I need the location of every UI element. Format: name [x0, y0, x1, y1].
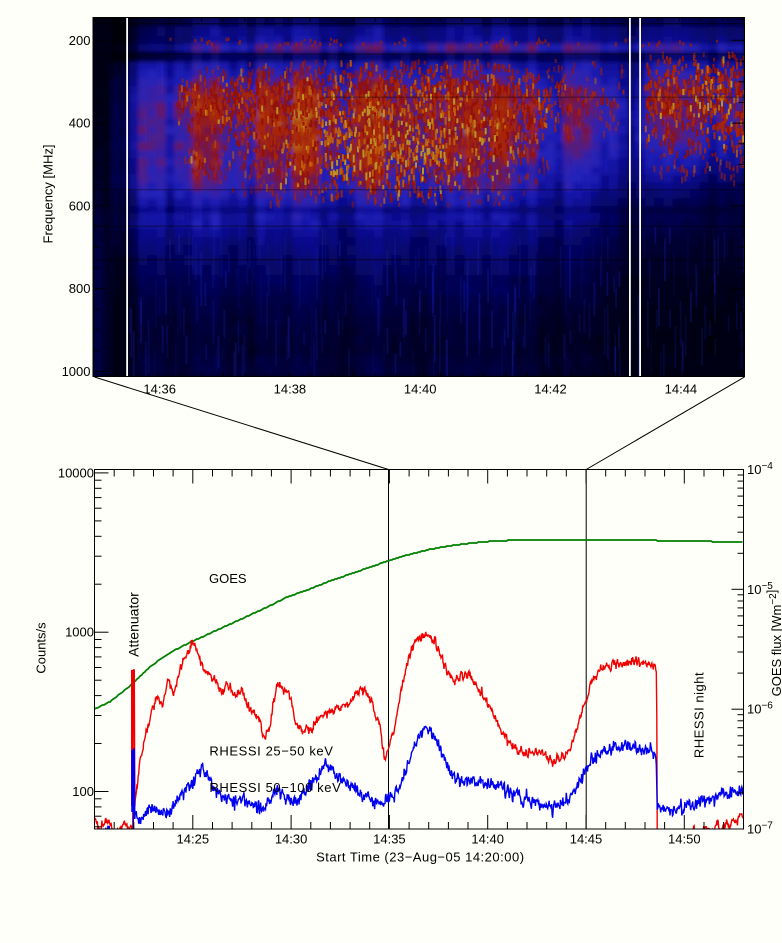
svg-text:14:36: 14:36 — [143, 382, 176, 397]
svg-text:Attenuator: Attenuator — [125, 592, 141, 657]
svg-text:RHESSI night: RHESSI night — [692, 672, 707, 758]
svg-text:100: 100 — [72, 784, 94, 799]
svg-text:600: 600 — [69, 198, 91, 213]
svg-text:14:25: 14:25 — [177, 832, 210, 847]
svg-text:14:40: 14:40 — [404, 382, 437, 397]
svg-text:14:30: 14:30 — [275, 832, 308, 847]
svg-text:10000: 10000 — [58, 465, 94, 480]
svg-text:RHESSI 50−100 keV: RHESSI 50−100 keV — [209, 780, 341, 795]
svg-text:14:35: 14:35 — [373, 832, 406, 847]
svg-text:200: 200 — [69, 33, 91, 48]
svg-text:400: 400 — [69, 116, 91, 131]
svg-text:GOES: GOES — [209, 571, 247, 586]
svg-text:1000: 1000 — [62, 364, 91, 379]
svg-text:14:44: 14:44 — [665, 382, 698, 397]
svg-text:14:38: 14:38 — [274, 382, 307, 397]
svg-text:14:50: 14:50 — [668, 832, 701, 847]
svg-text:1000: 1000 — [65, 625, 94, 640]
svg-text:Counts/s: Counts/s — [34, 622, 49, 674]
svg-text:14:40: 14:40 — [471, 832, 504, 847]
svg-text:800: 800 — [69, 281, 91, 296]
svg-text:GOES flux [Wm−2]: GOES flux [Wm−2] — [764, 590, 782, 697]
svg-text:Start Time (23−Aug−05 14:20:00: Start Time (23−Aug−05 14:20:00) — [316, 850, 524, 865]
svg-text:RHESSI 25−50 keV: RHESSI 25−50 keV — [209, 744, 333, 759]
svg-text:Frequency [MHz]: Frequency [MHz] — [41, 145, 56, 244]
svg-text:14:42: 14:42 — [534, 382, 567, 397]
svg-text:14:45: 14:45 — [570, 832, 603, 847]
